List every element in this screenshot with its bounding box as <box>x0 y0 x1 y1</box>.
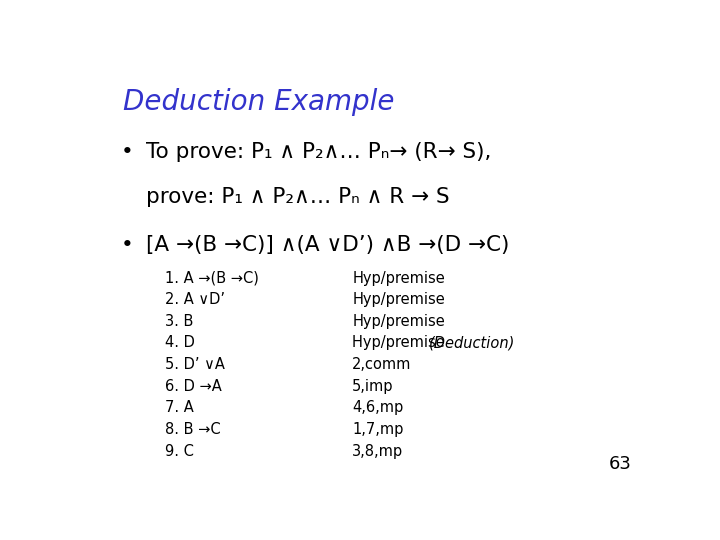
Text: [A →(B →C)] ∧(A ∨D’) ∧B →(D →C): [A →(B →C)] ∧(A ∨D’) ∧B →(D →C) <box>145 235 509 255</box>
Text: Hyp/premise: Hyp/premise <box>352 271 445 286</box>
Text: prove: P₁ ∧ P₂∧… Pₙ ∧ R → S: prove: P₁ ∧ P₂∧… Pₙ ∧ R → S <box>145 187 449 207</box>
Text: 5,imp: 5,imp <box>352 379 394 394</box>
Text: Deduction Example: Deduction Example <box>124 87 395 116</box>
Text: Hyp/premise: Hyp/premise <box>352 292 445 307</box>
Text: •: • <box>121 141 133 161</box>
Text: 3,8,mp: 3,8,mp <box>352 443 403 458</box>
Text: Hyp/premise: Hyp/premise <box>352 335 449 350</box>
Text: 2,comm: 2,comm <box>352 357 412 372</box>
Text: 1,7,mp: 1,7,mp <box>352 422 404 437</box>
Text: 1. A →(B →C): 1. A →(B →C) <box>166 271 259 286</box>
Text: Hyp/premise: Hyp/premise <box>352 314 445 329</box>
Text: 4. D: 4. D <box>166 335 195 350</box>
Text: 2. A ∨D’: 2. A ∨D’ <box>166 292 225 307</box>
Text: 7. A: 7. A <box>166 400 194 415</box>
Text: (Deduction): (Deduction) <box>429 335 516 350</box>
Text: 4,6,mp: 4,6,mp <box>352 400 403 415</box>
Text: 5. D’ ∨A: 5. D’ ∨A <box>166 357 225 372</box>
Text: 3. B: 3. B <box>166 314 194 329</box>
Text: 63: 63 <box>608 455 631 473</box>
Text: 9. C: 9. C <box>166 443 194 458</box>
Text: 6. D →A: 6. D →A <box>166 379 222 394</box>
Text: To prove: P₁ ∧ P₂∧… Pₙ→ (R→ S),: To prove: P₁ ∧ P₂∧… Pₙ→ (R→ S), <box>145 141 491 161</box>
Text: •: • <box>121 235 133 255</box>
Text: 8. B →C: 8. B →C <box>166 422 221 437</box>
